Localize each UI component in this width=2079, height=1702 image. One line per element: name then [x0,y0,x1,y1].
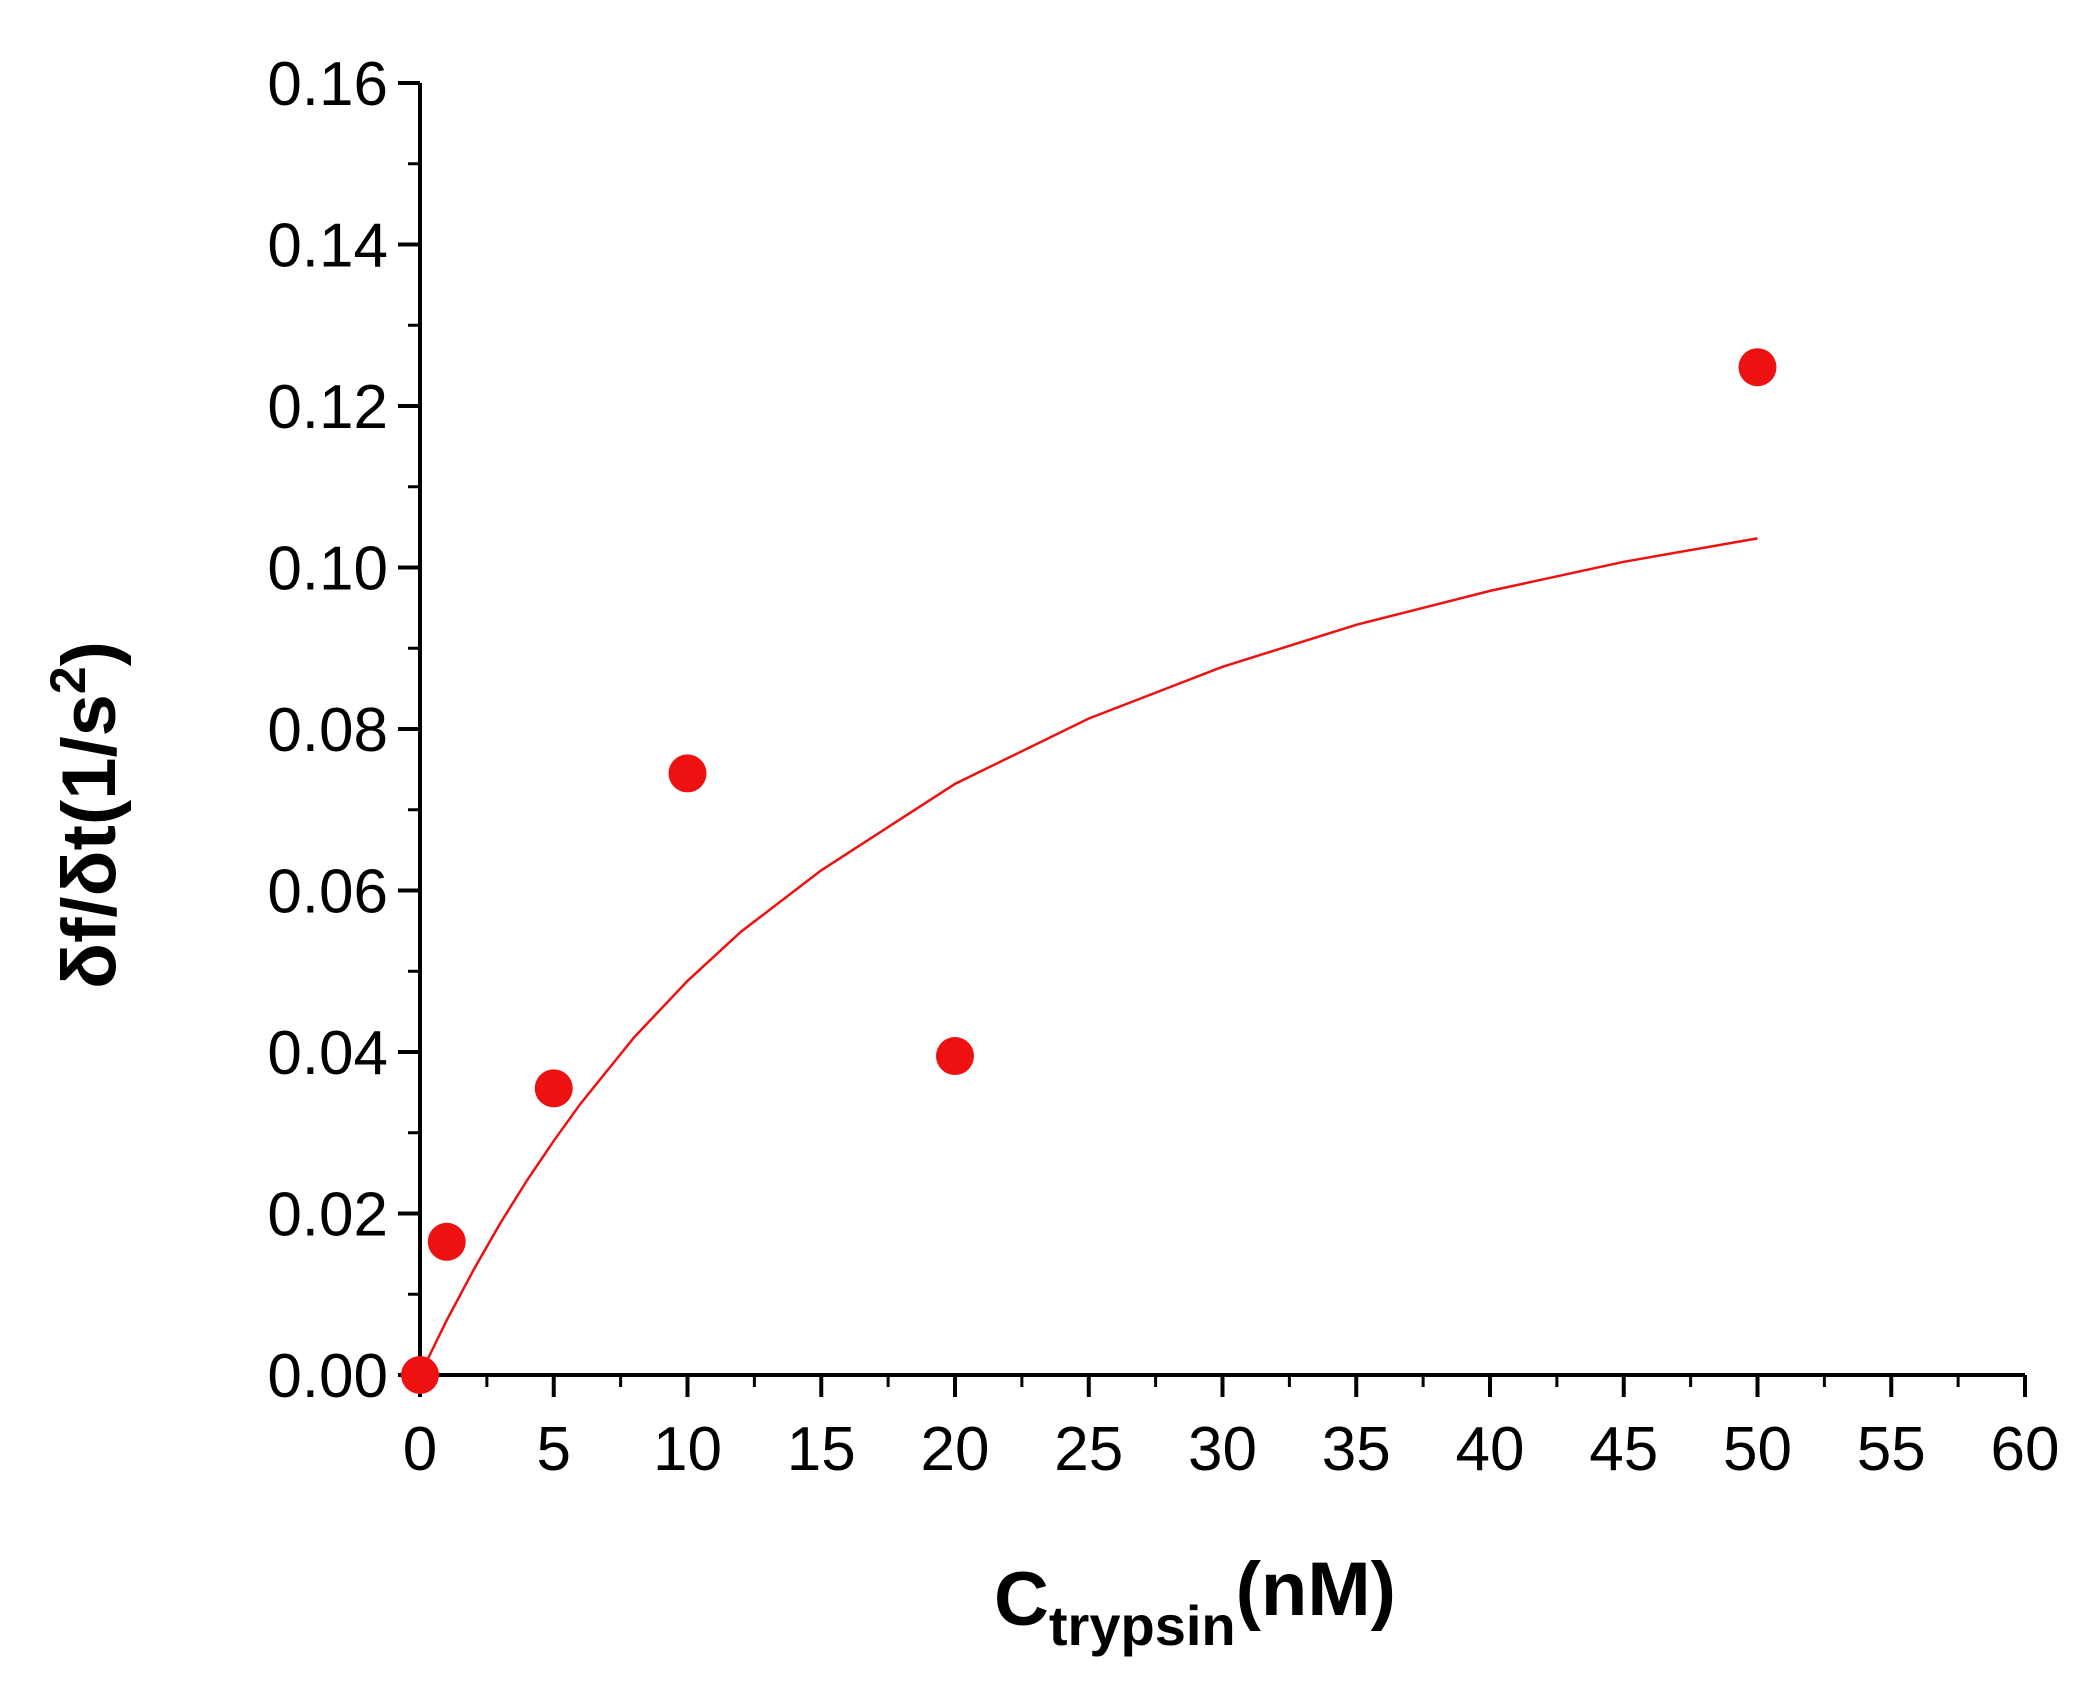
x-axis-title-suffix: (nM) [1236,1547,1396,1632]
y-axis: 0.00 0.02 0.04 0.06 0.08 0.10 0.12 0.14 0.16 [267,50,422,1411]
y-tick-label: 0.00 [267,1342,388,1411]
x-tick-label: 45 [1589,1415,1658,1484]
data-point [668,754,707,793]
x-axis-title-sub: trypsin [1049,1594,1236,1657]
plot-area [401,348,1777,1394]
data-point [401,1356,439,1394]
data-point [427,1222,466,1261]
y-axis-title: δf/δt(1/s2) [40,641,132,989]
data-point [936,1037,974,1076]
y-axis-title-prefix: δf/δt [47,825,132,989]
x-tick-label: 40 [1456,1415,1525,1484]
y-axis-title-unit-close: ) [47,641,132,666]
y-tick-label: 0.02 [267,1181,388,1250]
y-tick-label: 0.04 [267,1019,388,1088]
y-tick-label: 0.16 [267,50,388,119]
fit-curve [418,537,1758,1376]
x-tick-label: 10 [653,1415,722,1484]
x-axis: 0 5 10 15 20 25 30 35 40 45 50 55 60 [403,1373,2060,1484]
x-tick-label: 15 [787,1415,856,1484]
x-tick-label: 35 [1322,1415,1391,1484]
x-tick-label: 0 [403,1415,437,1484]
x-tick-label: 55 [1857,1415,1926,1484]
y-axis-title-unit-open: (1/s [47,694,132,825]
data-point [1738,348,1777,387]
x-tick-label: 50 [1723,1415,1792,1484]
x-tick-label: 25 [1054,1415,1123,1484]
x-axis-title-main: C [994,1557,1049,1642]
x-tick-label: 60 [1991,1415,2060,1484]
y-tick-label: 0.14 [267,212,388,281]
y-tick-label: 0.12 [267,373,388,442]
x-axis-title: Ctrypsin(nM) [994,1547,1396,1657]
y-tick-label: 0.08 [267,696,388,765]
y-tick-label: 0.10 [267,535,388,604]
y-tick-label: 0.06 [267,858,388,927]
x-tick-label: 30 [1188,1415,1257,1484]
x-tick-label: 20 [921,1415,990,1484]
x-tick-label: 5 [537,1415,571,1484]
data-point [534,1069,573,1108]
y-axis-title-sup: 2 [40,666,96,694]
